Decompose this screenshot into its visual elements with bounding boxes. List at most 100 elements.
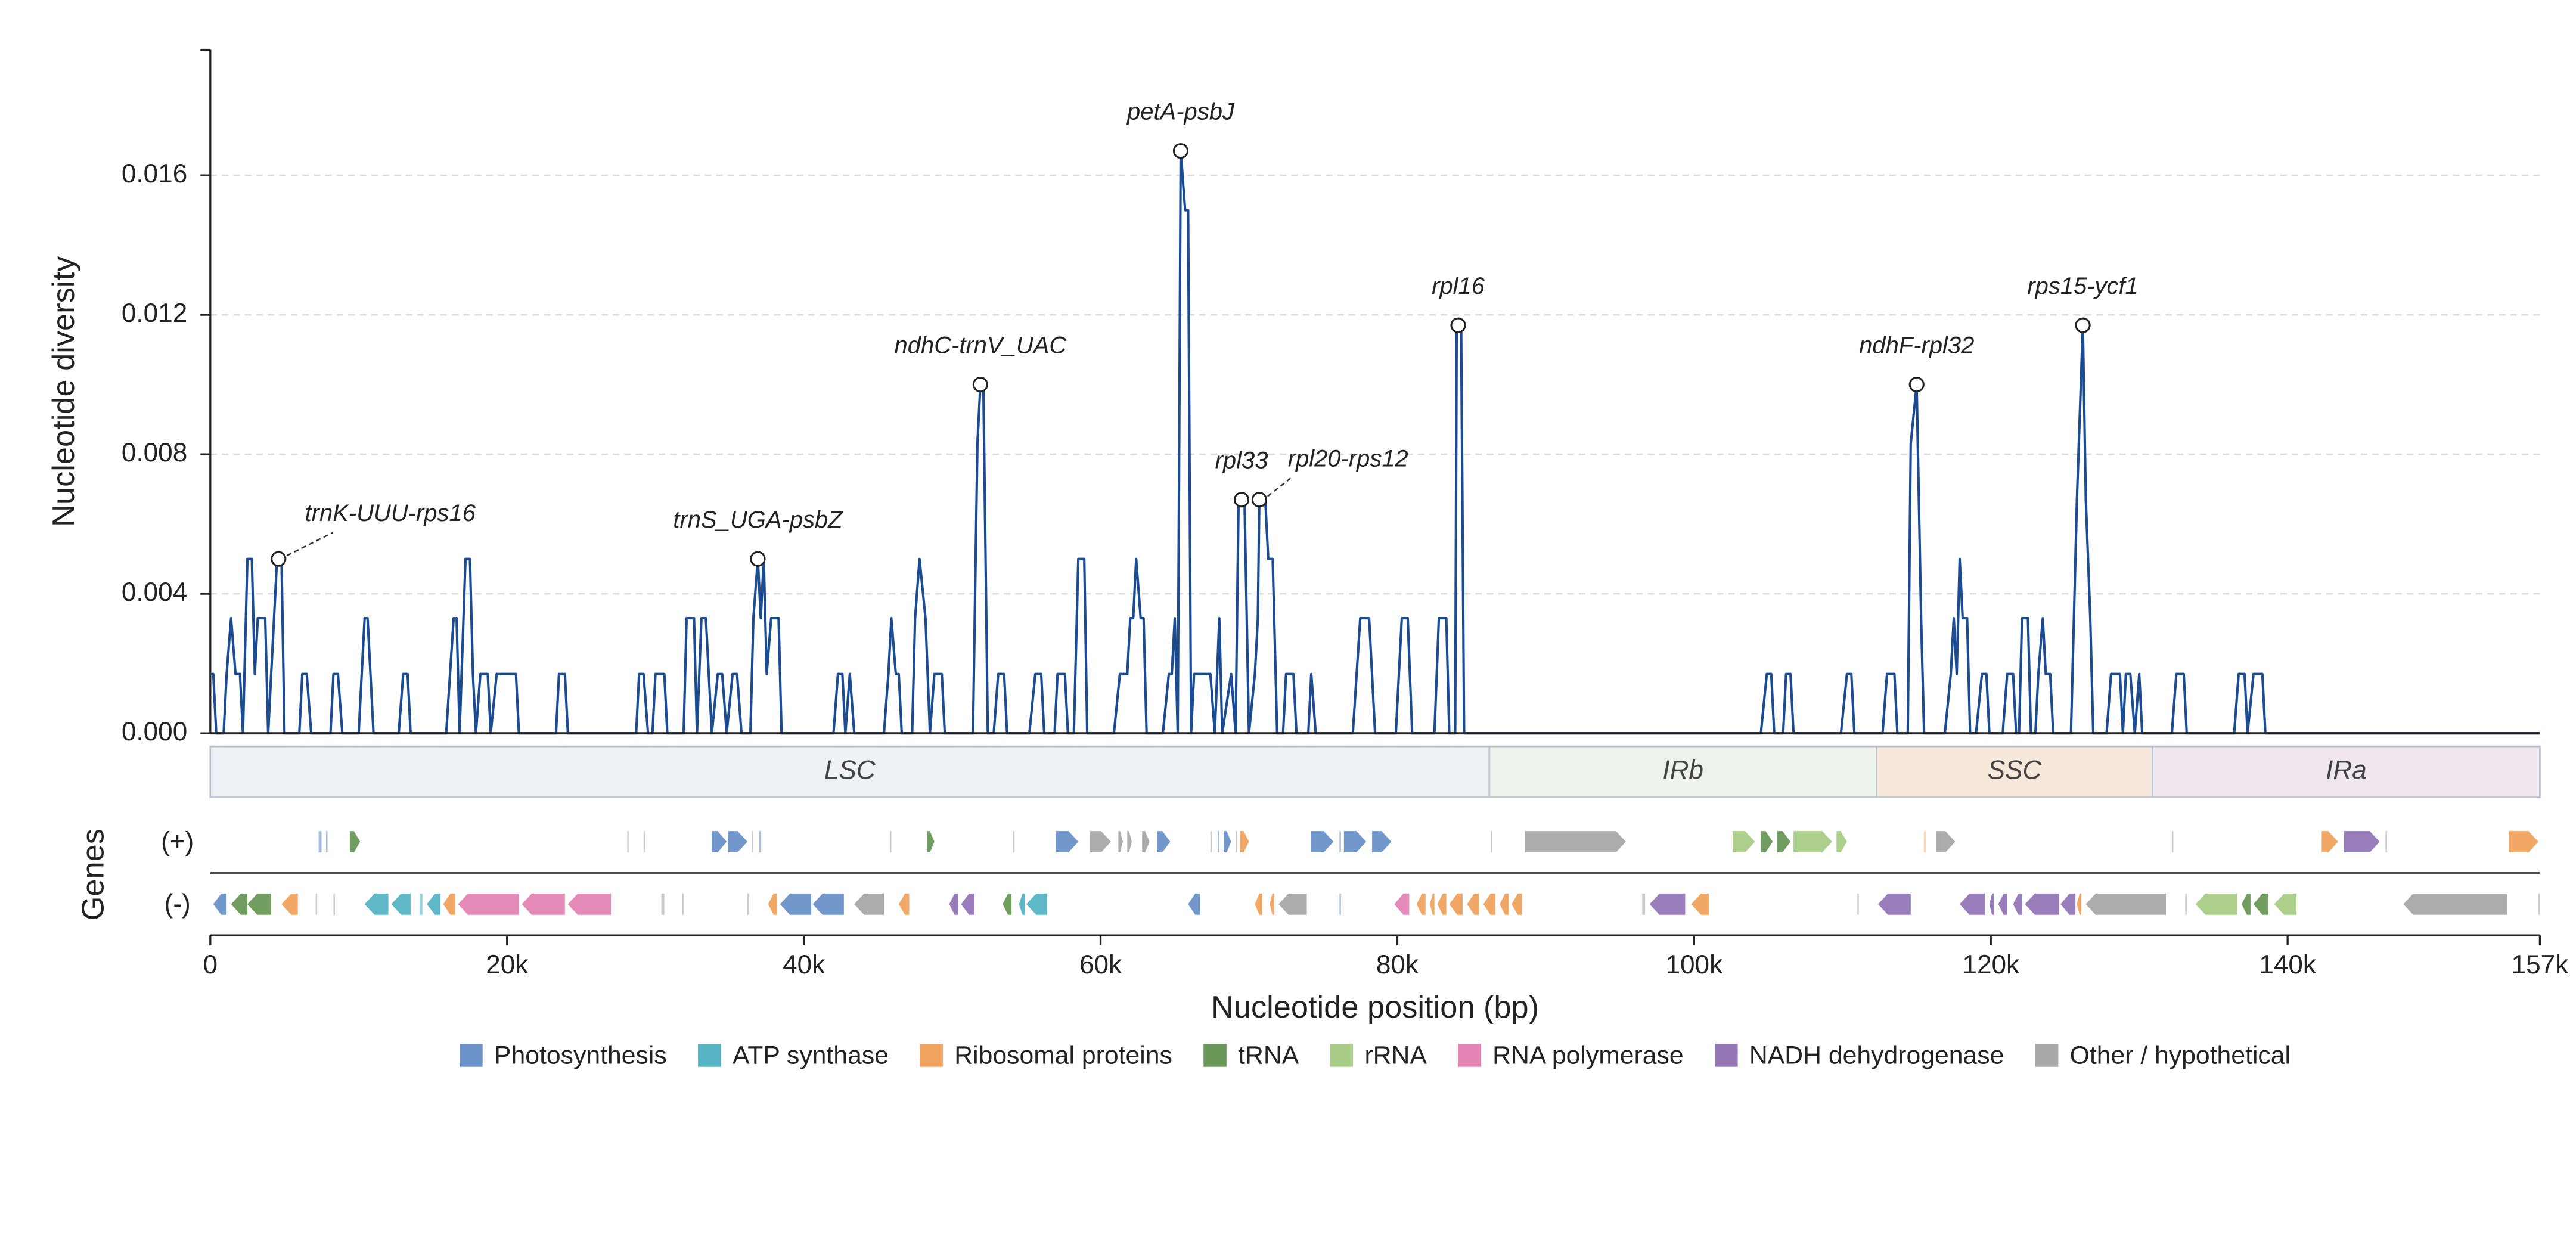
legend-label: Ribosomal proteins: [954, 1041, 1172, 1069]
legend-label: Other / hypothetical: [2070, 1041, 2291, 1069]
gene: [318, 831, 322, 853]
gene: [1437, 893, 1447, 915]
annotation-label: rpl16: [1432, 273, 1485, 299]
gene: [1500, 893, 1509, 915]
annotation-label: petA-psbJ: [1126, 98, 1235, 125]
strand-label: (+): [161, 827, 194, 856]
region: [209, 745, 1491, 799]
annotation-marker: [271, 551, 287, 567]
gene: [1512, 893, 1522, 915]
gene: [1118, 831, 1123, 853]
gene: [2025, 893, 2059, 915]
y-tick-label: 0.004: [122, 578, 187, 607]
gene: [1339, 893, 1341, 915]
gene: [1924, 831, 1926, 853]
gene: [1210, 831, 1212, 853]
gene: [443, 893, 455, 915]
gene: [2085, 893, 2167, 915]
x-tick-label: 100k: [1666, 950, 1724, 979]
gene: [391, 893, 411, 915]
gene: [1255, 893, 1262, 915]
gene: [2060, 893, 2076, 915]
gene: [349, 831, 361, 853]
annotation-label: trnK-UUU-rps16: [305, 500, 476, 526]
gene: [1525, 831, 1626, 853]
legend-label: RNA polymerase: [1492, 1041, 1684, 1069]
gene: [1224, 831, 1231, 853]
x-tick-label: 140k: [2259, 950, 2317, 979]
y-tick-label: 0.008: [122, 438, 187, 467]
x-tick-label: 80k: [1376, 950, 1419, 979]
gene: [427, 893, 440, 915]
gene: [627, 831, 629, 853]
gene: [1836, 831, 1847, 853]
gene: [1642, 893, 1646, 915]
gene: [1270, 893, 1274, 915]
annotation-marker: [2075, 317, 2091, 333]
gene: [1372, 831, 1392, 853]
region-label: SSC: [1988, 756, 2043, 785]
gene: [2241, 893, 2251, 915]
annotation-marker: [750, 551, 766, 567]
gene: [1240, 831, 1249, 853]
gene: [2344, 831, 2380, 853]
annotation-marker: [1172, 143, 1189, 159]
x-tick-label: 20k: [486, 950, 529, 979]
gene: [1278, 893, 1307, 915]
gene: [949, 893, 958, 915]
legend-label: tRNA: [1238, 1041, 1299, 1069]
diversity-line: [210, 150, 2540, 735]
gene: [1777, 831, 1791, 853]
gene-track-label: Genes: [76, 829, 111, 920]
gene: [728, 831, 748, 853]
gene: [1449, 893, 1463, 915]
legend-label: Photosynthesis: [494, 1041, 667, 1069]
gene: [1878, 893, 1911, 915]
gene: [2509, 831, 2538, 853]
gene: [747, 893, 749, 915]
annotation-leader: [1267, 477, 1292, 497]
region-label: IRb: [1662, 756, 1703, 785]
gene: [2274, 893, 2297, 915]
gene: [759, 831, 761, 853]
gene: [1218, 831, 1219, 853]
annotation-label: rpl33: [1215, 447, 1268, 473]
x-tick-label: 60k: [1079, 950, 1122, 979]
gene: [2321, 831, 2338, 853]
legend: Photosynthesis ATP synthase Ribosomal prot…: [460, 1041, 2291, 1069]
gene: [1998, 893, 2007, 915]
gene: [1467, 893, 1479, 915]
gene: [752, 831, 753, 853]
y-tick-label: 0.000: [122, 717, 187, 746]
gene: [2171, 831, 2174, 853]
annotation-label: rps15-ycf1: [2027, 273, 2139, 299]
gene: [1013, 831, 1015, 853]
gene: [898, 893, 910, 915]
gene: [1989, 893, 1994, 915]
gene: [1691, 893, 1709, 915]
annotation-marker: [1251, 492, 1267, 508]
gene: [1236, 831, 1237, 853]
gene: [1959, 893, 1985, 915]
gene: [1394, 893, 1410, 915]
gene: [661, 893, 665, 915]
region-label: LSC: [824, 756, 876, 785]
annotation-label: ndhC-trnV_UAC: [895, 332, 1067, 358]
gene: [364, 893, 389, 915]
gene: [1026, 893, 1047, 915]
gene: [1416, 893, 1426, 915]
gene: [2195, 893, 2237, 915]
gene: [2077, 893, 2082, 915]
legend-swatch: [920, 1044, 943, 1067]
gene: [643, 831, 645, 853]
gene: [213, 893, 227, 915]
x-axis-label: Nucleotide position (bp): [1211, 990, 1539, 1025]
legend-swatch: [2035, 1044, 2059, 1067]
gene: [961, 893, 974, 915]
y-tick-label: 0.012: [122, 299, 187, 328]
gene: [567, 893, 611, 915]
gene: [325, 831, 328, 853]
legend-label: rRNA: [1364, 1041, 1427, 1069]
